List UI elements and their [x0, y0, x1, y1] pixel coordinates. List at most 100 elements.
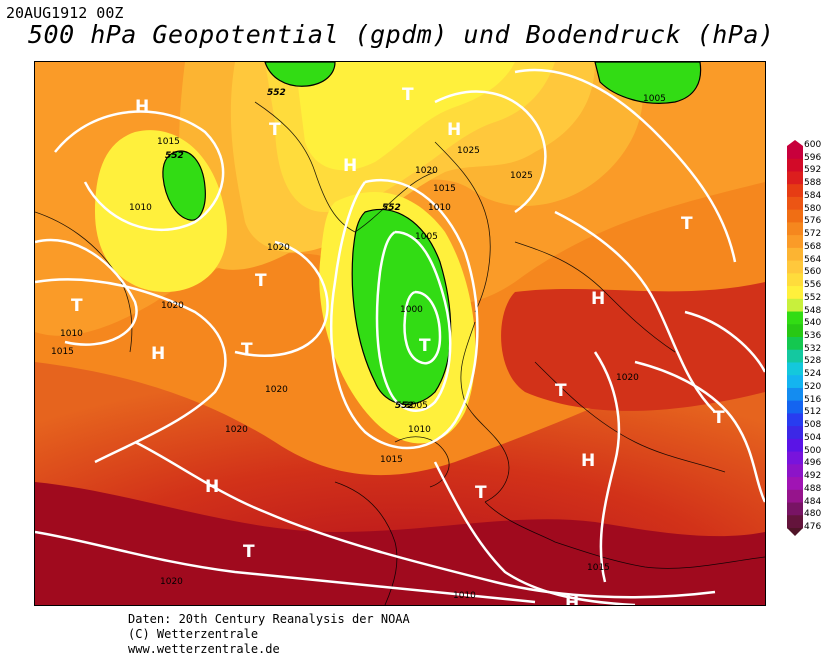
legend-value-label: 584	[804, 190, 822, 201]
color-scale-bar	[787, 140, 803, 536]
legend-bottom-arrow	[787, 528, 803, 536]
website-text: www.wetterzentrale.de	[128, 642, 280, 656]
legend-value-label: 576	[804, 216, 822, 227]
legend-value-label: 596	[804, 152, 822, 163]
isobar-label: 1010	[453, 591, 476, 601]
legend-value-label: 592	[804, 165, 822, 176]
geopotential-label: 552	[382, 203, 401, 213]
credits: Daten: 20th Century Reanalysis der NOAA …	[128, 612, 410, 657]
isobar-label: 1015	[157, 137, 180, 147]
legend-swatch	[787, 438, 803, 453]
isobar-label: 1005	[415, 232, 438, 242]
isobar-label: 1020	[616, 373, 639, 383]
isobar-label: 1015	[380, 455, 403, 465]
legend-swatch	[787, 426, 803, 440]
high-pressure-label: H	[343, 156, 357, 176]
isobar-label: 1010	[428, 203, 451, 213]
high-pressure-label: H	[151, 344, 165, 364]
isobar-label: 1025	[457, 146, 480, 156]
legend-swatch	[787, 413, 803, 427]
isobar-label: 1000	[400, 305, 423, 315]
legend-value-label: 564	[804, 254, 822, 265]
legend-value-label: 600	[804, 140, 822, 150]
legend-value-label: 548	[804, 305, 822, 316]
legend-swatch	[787, 489, 803, 504]
legend-value-label: 552	[804, 292, 822, 303]
legend-swatch	[787, 387, 803, 402]
legend-swatch	[787, 146, 803, 160]
legend-swatch	[787, 324, 803, 338]
legend-value-label: 572	[804, 229, 822, 240]
legend-swatch	[787, 362, 803, 376]
legend-value-label: 540	[804, 318, 822, 329]
legend-value-label: 484	[804, 496, 822, 507]
copyright-text: (C) Wetterzentrale	[128, 627, 259, 641]
high-pressure-label: H	[591, 289, 605, 309]
legend-swatch	[787, 298, 803, 313]
low-pressure-label: T	[255, 271, 267, 291]
legend-swatch	[787, 171, 803, 185]
legend-swatch	[787, 375, 803, 389]
legend-value-label: 520	[804, 381, 822, 392]
legend-swatch	[787, 400, 803, 414]
legend-swatch	[787, 247, 803, 262]
isobar-label: 1020	[415, 166, 438, 176]
isobar-label: 1020	[160, 577, 183, 587]
isobar-label: 1005	[405, 401, 428, 411]
legend-swatch	[787, 515, 803, 529]
legend-value-label: 488	[804, 483, 822, 494]
chart-title: 500 hPa Geopotential (gpdm) und Bodendru…	[28, 20, 775, 49]
high-pressure-label: H	[135, 97, 149, 117]
legend-value-label: 492	[804, 471, 822, 482]
geopotential-label: 552	[165, 151, 184, 161]
legend-value-label: 500	[804, 445, 822, 456]
data-source-text: Daten: 20th Century Reanalysis der NOAA	[128, 612, 410, 626]
isobar-label: 1010	[408, 425, 431, 435]
legend-swatch	[787, 209, 803, 223]
color-scale-legend: 600 596 592 588 584 580 576 572 568 564 560 556 552 5…	[786, 140, 826, 540]
isobar-label: 1015	[51, 347, 74, 357]
legend-swatch	[787, 222, 803, 236]
isobar-label: 1020	[225, 425, 248, 435]
low-pressure-label: T	[681, 214, 693, 234]
legend-value-label: 556	[804, 280, 822, 291]
isobar-label: 1025	[510, 171, 533, 181]
legend-value-label: 532	[804, 343, 822, 354]
legend-value-label: 560	[804, 267, 822, 278]
legend-value-label: 536	[804, 331, 822, 341]
legend-swatch	[787, 451, 803, 465]
isobar-label: 1020	[267, 243, 290, 253]
legend-value-label: 568	[804, 241, 822, 252]
legend-swatch	[787, 196, 803, 211]
legend-value-label: 508	[804, 420, 822, 431]
legend-value-label: 528	[804, 356, 822, 367]
legend-swatch	[787, 502, 803, 516]
legend-swatch	[787, 477, 803, 491]
legend-swatch	[787, 337, 803, 351]
legend-value-label: 516	[804, 394, 822, 405]
low-pressure-label: T	[243, 542, 255, 562]
legend-value-label: 580	[804, 203, 822, 214]
timestamp: 20AUG1912 00Z	[6, 4, 124, 22]
legend-value-label: 504	[804, 432, 822, 443]
isobar-label: 1015	[433, 184, 456, 194]
weather-map: 1015 1010 1020 1010 1015 1020 1020 1025 …	[34, 61, 766, 606]
legend-value-label: 496	[804, 458, 822, 469]
low-pressure-label: T	[241, 340, 253, 360]
legend-value-label: 524	[804, 369, 822, 380]
isobar-label: 1010	[129, 203, 152, 213]
legend-swatch	[787, 464, 803, 478]
legend-top-arrow	[787, 140, 803, 146]
legend-swatch	[787, 286, 803, 300]
legend-swatch	[787, 349, 803, 363]
low-pressure-label: T	[269, 120, 281, 140]
geopotential-label: 552	[395, 401, 414, 411]
high-pressure-label: H	[447, 120, 461, 140]
legend-swatch	[787, 260, 803, 274]
isobar-label: 1015	[587, 563, 610, 573]
low-pressure-label: T	[71, 296, 83, 316]
legend-swatch	[787, 273, 803, 287]
legend-value-label: 588	[804, 178, 822, 189]
legend-swatch	[787, 311, 803, 325]
legend-swatch	[787, 158, 803, 172]
